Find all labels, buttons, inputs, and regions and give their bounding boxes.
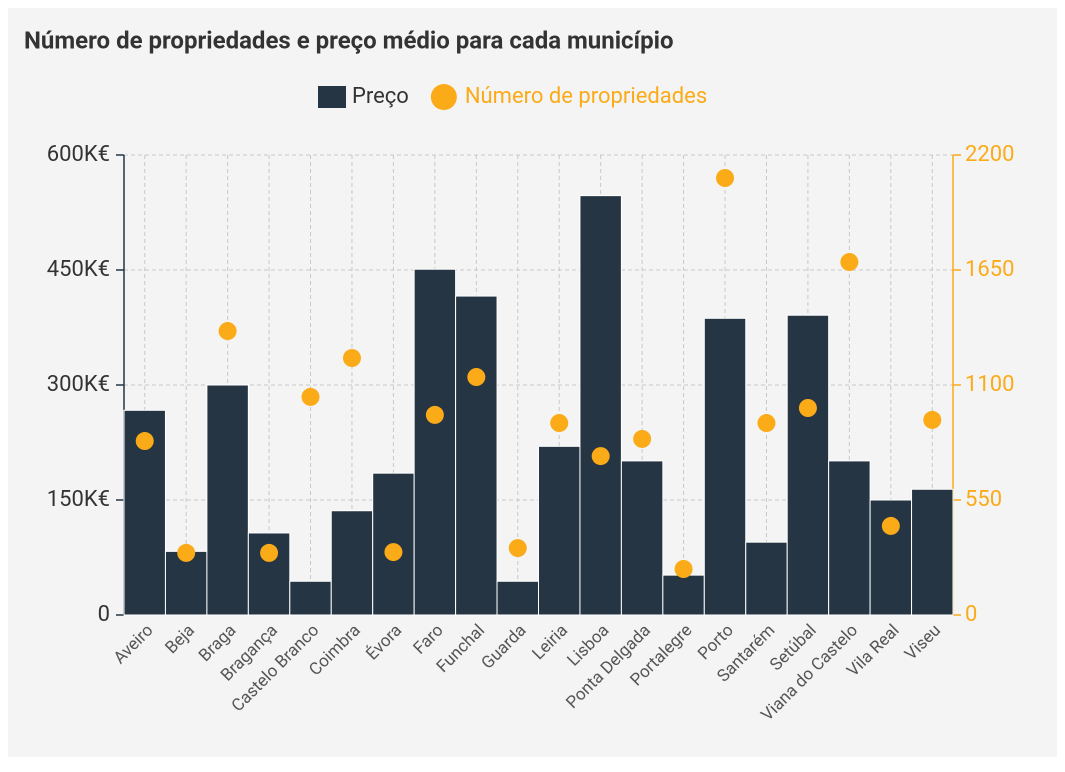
y2-tick-label: 2200	[965, 142, 1014, 167]
y2-tick-label: 0	[965, 602, 977, 627]
bar	[579, 195, 622, 616]
dot	[550, 414, 569, 433]
dot	[425, 405, 444, 424]
legend-swatch	[318, 86, 346, 108]
y-tick-label: 150K€	[47, 487, 110, 512]
dot	[508, 539, 527, 558]
y-tick-label: 300K€	[47, 372, 110, 397]
legend-label: Número de propriedades	[465, 84, 707, 109]
dot	[923, 410, 942, 429]
y2-tick-label: 550	[965, 487, 1002, 512]
dot	[881, 516, 900, 535]
bar	[289, 580, 332, 616]
bar	[496, 580, 539, 616]
dot	[840, 253, 859, 272]
legend-label: Preço	[352, 84, 409, 109]
dot	[384, 543, 403, 562]
dot	[633, 429, 652, 448]
dot	[591, 447, 610, 466]
bar	[911, 488, 954, 616]
dot	[342, 349, 361, 368]
bar	[206, 384, 249, 616]
dot	[716, 169, 735, 187]
bar	[538, 445, 581, 616]
chart-title: Número de propriedades e preço médio par…	[24, 26, 674, 54]
bar	[662, 574, 705, 616]
dot	[177, 543, 196, 562]
legend-swatch	[430, 84, 457, 110]
bar	[786, 314, 830, 616]
dot	[798, 399, 817, 417]
bar	[330, 510, 374, 616]
dot	[757, 414, 776, 433]
chart-background	[8, 8, 1057, 757]
bar	[703, 317, 747, 616]
dot	[218, 322, 237, 341]
bar	[745, 541, 788, 616]
dot	[467, 368, 486, 387]
bar	[455, 295, 498, 616]
bar	[620, 460, 664, 616]
dot	[301, 387, 320, 406]
y-tick-label: 450K€	[47, 257, 110, 282]
y-tick-label: 0	[98, 602, 110, 627]
y2-tick-label: 1650	[965, 257, 1014, 282]
dot	[135, 432, 154, 451]
y2-tick-label: 1100	[965, 372, 1014, 397]
bar	[828, 460, 871, 616]
dot	[260, 543, 279, 562]
bar	[413, 268, 457, 616]
dot	[674, 560, 693, 578]
y-tick-label: 600K€	[47, 142, 110, 167]
